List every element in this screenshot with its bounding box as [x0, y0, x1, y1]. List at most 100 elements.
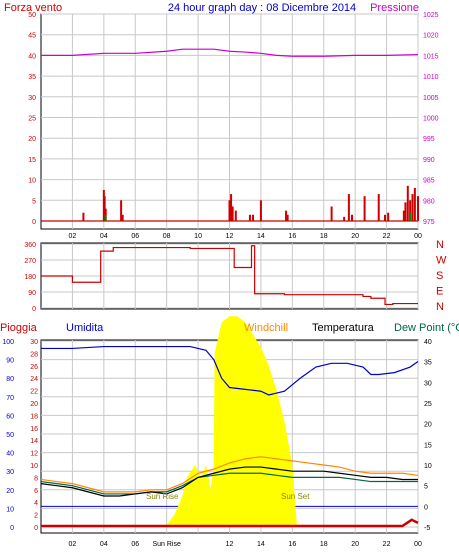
direction-tick-label: 90 [28, 290, 36, 297]
wind-bar [231, 206, 234, 221]
wind-bar [248, 214, 251, 221]
pressure-tick-label: 1005 [423, 95, 439, 102]
pressure-tick-label: 1000 [423, 116, 439, 123]
wind-bar [228, 200, 231, 221]
wind-axis-title: Forza vento [4, 2, 62, 14]
wind-bar [384, 214, 387, 221]
time-tick-label: 12 [226, 233, 234, 240]
time-tick-label: 22 [383, 233, 391, 240]
rain-tick-label: 16 [30, 426, 38, 433]
wind-bar [234, 210, 237, 221]
humidity-tick-label: 80 [6, 376, 14, 383]
time-tick-label: 08 [163, 233, 171, 240]
page-title: 24 hour graph day : 08 Dicembre 2014 [168, 2, 356, 14]
solar-radiation-area [165, 316, 298, 527]
temperature-tick-label: 10 [424, 463, 432, 470]
pressure-tick-label: 1025 [423, 12, 439, 19]
wind-bar [259, 200, 262, 221]
time-tick-label: 00 [414, 541, 422, 548]
temperature-tick-label: 40 [424, 339, 432, 346]
time-tick-label: 04 [100, 541, 108, 548]
direction-tick-label: 0 [32, 306, 36, 313]
humidity-line [41, 345, 419, 396]
temperature-tick-label: 20 [424, 422, 432, 429]
compass-label: E [436, 286, 443, 298]
rain-tick-label: 4 [34, 500, 38, 507]
wind-bar [363, 196, 366, 221]
time-tick-label: 06 [131, 233, 139, 240]
wind-bar [351, 214, 354, 221]
wind-bar [121, 214, 124, 221]
time-tick-label: 22 [383, 541, 391, 548]
windchill-line [40, 456, 419, 493]
humidity-tick-label: 70 [6, 395, 14, 402]
wind-tick-label: 15 [28, 157, 36, 164]
compass-label: N [436, 301, 444, 313]
time-tick-label: 16 [288, 233, 296, 240]
rain-tick-label: 28 [30, 351, 38, 358]
time-tick-label: 20 [351, 233, 359, 240]
wind-bar [402, 210, 405, 221]
wind-bar [387, 212, 390, 221]
rain-tick-label: 12 [30, 451, 38, 458]
time-tick-label: Sun Rise [152, 541, 181, 548]
temperature-tick-label: 0 [424, 504, 428, 511]
wind-tick-label: 45 [28, 33, 36, 40]
gust-bar [104, 214, 107, 221]
legend-humidity: Umidita [66, 322, 104, 334]
wind-tick-label: 0 [32, 219, 36, 226]
time-tick-label: 06 [131, 541, 139, 548]
pressure-tick-label: 985 [423, 178, 435, 185]
rain-tick-label: 26 [30, 364, 38, 371]
rain-tick-label: 8 [34, 475, 38, 482]
humidity-tick-label: 10 [6, 506, 14, 513]
wind-tick-label: 10 [28, 178, 36, 185]
compass-label: S [436, 270, 443, 282]
pressure-axis-title: Pressione [370, 2, 419, 14]
rain-tick-label: 30 [30, 339, 38, 346]
rain-tick-label: 14 [30, 438, 38, 445]
dewpoint-line [40, 472, 418, 495]
time-tick-label: 18 [320, 233, 328, 240]
compass-label: W [436, 255, 447, 267]
wind-tick-label: 25 [28, 116, 36, 123]
direction-tick-label: 180 [24, 274, 36, 281]
time-tick-label: 10 [194, 233, 202, 240]
humidity-tick-label: 50 [6, 432, 14, 439]
humidity-tick-label: 90 [6, 358, 14, 365]
wind-tick-label: 5 [32, 198, 36, 205]
rain-tick-label: 24 [30, 376, 38, 383]
legend-temperature: Temperatura [312, 322, 375, 334]
wind-tick-label: 40 [28, 53, 36, 60]
wind-bar [347, 194, 350, 221]
time-tick-label: 18 [320, 541, 328, 548]
pressure-tick-label: 1020 [423, 33, 439, 40]
humidity-tick-label: 20 [6, 488, 14, 495]
wind-bar [343, 216, 346, 221]
rain-tick-label: 0 [34, 525, 38, 532]
pressure-line [41, 48, 419, 57]
time-tick-label: 16 [288, 541, 296, 548]
humidity-tick-label: 0 [10, 525, 14, 532]
gust-bar [409, 212, 412, 221]
humidity-tick-label: 30 [6, 469, 14, 476]
wind-bar [406, 185, 409, 221]
time-tick-label: 02 [69, 233, 77, 240]
rain-tick-label: 2 [34, 513, 38, 520]
rain-tick-label: 18 [30, 413, 38, 420]
wind-bar [413, 187, 416, 221]
direction-line [41, 245, 418, 306]
wind-tick-label: 50 [28, 12, 36, 19]
temperature-tick-label: 25 [424, 401, 432, 408]
wind-bar [417, 196, 419, 221]
rain-tick-label: 10 [30, 463, 38, 470]
pressure-tick-label: 975 [423, 219, 435, 226]
wind-bar [411, 194, 414, 221]
rain-line [41, 518, 419, 528]
pressure-tick-label: 990 [423, 157, 435, 164]
wind-tick-label: 35 [28, 74, 36, 81]
direction-tick-label: 360 [24, 242, 36, 249]
wind-bar [82, 212, 85, 221]
